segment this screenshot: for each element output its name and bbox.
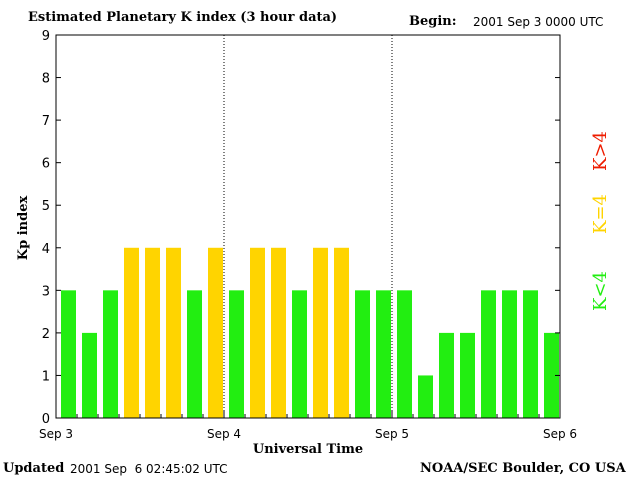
kp-bar (166, 247, 181, 418)
kp-bar (502, 290, 517, 418)
y-tick-label: 8 (42, 72, 50, 87)
kp-bar (397, 290, 412, 418)
y-tick-label: 3 (42, 284, 50, 299)
kp-bar (481, 290, 496, 418)
begin-label: Begin: (409, 14, 457, 29)
kp-bar (376, 290, 391, 418)
kp-bar (145, 247, 160, 418)
kp-bar (124, 247, 139, 418)
kp-bar (229, 290, 244, 418)
x-tick-label: Sep 5 (375, 427, 409, 441)
y-tick-label: 6 (42, 157, 50, 172)
kp-bar (355, 290, 370, 418)
kp-bar (544, 332, 559, 418)
kp-bar (460, 332, 475, 418)
y-tick-label: 9 (42, 29, 50, 44)
source-credit: NOAA/SEC Boulder, CO USA (420, 461, 626, 476)
legend-high: K>4 (590, 128, 612, 174)
x-tick-label: Sep 3 (39, 427, 73, 441)
kp-bar (292, 290, 307, 418)
kp-bar (418, 375, 433, 418)
chart-title: Estimated Planetary K index (3 hour data… (28, 10, 338, 25)
x-tick-label: Sep 6 (543, 427, 577, 441)
kp-bar (103, 290, 118, 418)
legend-mid-text: K=4 (590, 194, 611, 234)
y-tick-label: 0 (42, 412, 50, 427)
legend-low-text: K<4 (590, 271, 611, 311)
y-tick-label: 1 (42, 369, 50, 384)
y-tick-label: 7 (42, 114, 50, 129)
axes-layer: 0 1 2 3 4 5 6 7 8 9 Sep 3 Sep 4 Sep 5 Sep 6 (39, 29, 577, 441)
updated-label: Updated (3, 461, 65, 476)
kp-bar (250, 247, 265, 418)
bars-layer (61, 247, 559, 418)
kp-bar (187, 290, 202, 418)
y-tick-label: 4 (42, 242, 50, 257)
kp-bar (523, 290, 538, 418)
legend-high-text: K>4 (590, 131, 611, 171)
y-axis-label: Kp index (16, 196, 31, 261)
begin-value: 2001 Sep 3 0000 UTC (473, 15, 604, 29)
kp-bar (208, 247, 223, 418)
legend-low: K<4 (590, 268, 612, 314)
legend-mid: K=4 (590, 191, 612, 237)
kp-bar (271, 247, 286, 418)
x-axis-label: Universal Time (253, 442, 363, 457)
kp-bar (82, 332, 97, 418)
kp-bar (439, 332, 454, 418)
x-tick-label: Sep 4 (207, 427, 241, 441)
updated-value: 2001 Sep 6 02:45:02 UTC (70, 462, 228, 476)
y-tick-label: 5 (42, 199, 50, 214)
kp-bar (61, 290, 76, 418)
y-tick-label: 2 (42, 327, 50, 342)
kp-bar (334, 247, 349, 418)
kp-bar (313, 247, 328, 418)
